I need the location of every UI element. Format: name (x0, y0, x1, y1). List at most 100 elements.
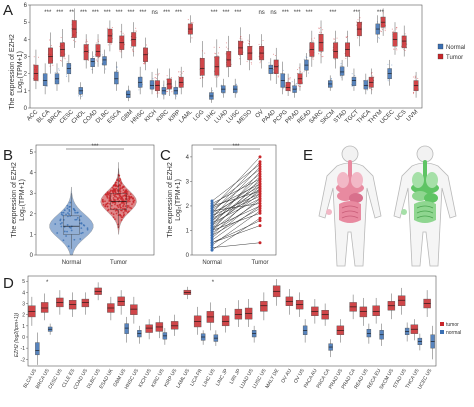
panel-c-tumor-point (258, 179, 262, 183)
panel-a-normal-DLBC-point (102, 54, 104, 56)
panel-a-tumor-PAAD-point (277, 75, 279, 77)
panel-b-point (119, 203, 122, 206)
panel-b-point (65, 213, 67, 216)
panel-a-tumor-LUSC-point (240, 36, 242, 38)
panel-b-point (124, 194, 126, 196)
panel-c-pair-line (211, 183, 261, 209)
panel-b-xtick-label: Normal (62, 260, 81, 266)
panel-a-tumor-KIRP-point (179, 74, 181, 76)
panel-a-tumor-SARC-point (320, 54, 322, 56)
panel-a-normal-UCEC-point (391, 64, 393, 66)
panel-a-normal-READ-point (303, 71, 305, 73)
panel-a-tumor-GBM-point (132, 48, 134, 50)
panel-a-tumor-LIHC-point (213, 46, 215, 48)
panel-c-pair-line (211, 205, 261, 229)
panel-b-point (117, 206, 120, 209)
panel-c-tumor-point (258, 155, 262, 159)
legend-d-tumor-swatch (440, 322, 444, 326)
panel-a-tumor-LUSC-point (241, 38, 243, 40)
panel-a-normal-KIRP-point (175, 95, 177, 97)
panel-a-tumor-COAD-point (97, 39, 99, 41)
panel-a-tumor-READ-point (311, 38, 313, 40)
panel-a-tumor-COAD-point (95, 42, 97, 44)
panel-a-normal-UCEC-point (387, 80, 389, 82)
panel-d-tumor-BRCA US-box (40, 302, 49, 313)
panel-b-point (128, 200, 131, 203)
panel-c-tumor-point (258, 175, 262, 179)
panel-b-point (112, 184, 115, 187)
panel-a-normal-THCA-point (366, 89, 368, 91)
panel-a-tumor-READ-point (311, 57, 313, 59)
panel-b-point (81, 231, 84, 234)
panel-b-point (122, 189, 125, 192)
panel-b-point (119, 195, 122, 198)
panel-b-point (132, 201, 135, 204)
panel-a-tumor-KIRC-point (166, 75, 168, 77)
panel-a-normal-LUSC-point (235, 83, 237, 85)
panel-d-ytick-label: 3 (22, 302, 25, 308)
panel-a-normal-COAD-point (93, 56, 95, 58)
panel-a-tumor-TGCT-point (359, 17, 361, 19)
panel-d-tumor-READ US-box (359, 306, 368, 318)
panel-a-tumor-UVM-point (414, 75, 416, 77)
panel-a-tumor-ESCA-point (122, 32, 124, 34)
panel-b-point (61, 221, 63, 224)
panel-b-point (54, 223, 57, 225)
panel-c-normal-point (210, 226, 214, 230)
panel-a-sig: *** (56, 10, 64, 16)
panel-b-point (74, 209, 76, 212)
panel-b-point (106, 205, 109, 208)
panel-a-normal-ESCA-box (114, 71, 119, 85)
panel-a-tumor-PCPG-box (285, 82, 291, 92)
panel-a-tumor-SARC-point (320, 32, 322, 34)
panel-a-tumor-ESCA-point (123, 34, 125, 36)
panel-c-ytick-label: 4 (186, 155, 190, 161)
panel-b-ytick-label: 4 (30, 171, 34, 177)
panel-d-ytick-label: 4 (22, 290, 25, 296)
panel-c-normal-point (210, 241, 214, 245)
panel-c-ylabel-2: Log₂(TPM+1) (175, 179, 182, 221)
panel-a-tumor-KIRP-point (177, 71, 179, 73)
panel-a-tumor-BRCA-point (60, 59, 62, 61)
panel-a-tumor-BRCA-point (60, 36, 62, 38)
panel-b-point (56, 232, 59, 234)
panel-b-point (111, 201, 114, 204)
panel-a-tumor-CESC-point (72, 39, 74, 41)
panel-b-point (122, 215, 125, 217)
panel-a-tumor-THYM-point (384, 28, 386, 30)
panel-d-ytick-label: 2 (22, 313, 25, 319)
panel-b-point (126, 204, 129, 207)
panel-a-tumor-KICH-point (158, 73, 160, 75)
panel-a-tumor-MESO-point (247, 39, 249, 41)
panel-b-point (129, 193, 132, 195)
panel-a-tumor-LIHC-point (217, 76, 219, 78)
panel-a-tumor-SARC-point (321, 56, 323, 58)
panel-b-point (122, 207, 124, 210)
panel-a-tumor-CHOL-box (83, 44, 89, 61)
panel-a-tumor-LUSC-point (239, 58, 241, 60)
panel-a-tumor-THCA-point (372, 75, 374, 77)
panel-b-point (114, 218, 116, 221)
panel-b-ytick-label: 1 (30, 232, 34, 238)
panel-a-normal-GBM-point (128, 89, 130, 91)
panel-a-tumor-CESC-point (75, 41, 77, 43)
panel-b-point (119, 205, 122, 208)
panel-a-sig: *** (116, 10, 124, 16)
panel-a-tumor-ACC-point (33, 64, 35, 66)
panel-a-normal-TGCT-point (354, 74, 356, 76)
panel-b-point (121, 199, 124, 202)
panel-a-tumor-ACC-point (33, 56, 35, 58)
panel-c-tumor-point (258, 182, 262, 186)
panel-a-tumor-SKCM-point (333, 41, 335, 43)
panel-c-pair-line (211, 242, 261, 248)
panel-a-tumor-COAD-point (97, 40, 99, 42)
panel-b-point (122, 211, 125, 214)
panel-c-normal-point (210, 214, 214, 218)
panel-a-sig: *** (175, 10, 183, 16)
panel-b-point (69, 201, 72, 204)
panel-c-normal-point (210, 199, 214, 203)
panel-b-point (109, 189, 112, 192)
panel-a-normal-HNSC-point (138, 89, 140, 91)
panel-d-normal-READ US-box (366, 328, 372, 338)
panel-a-tumor-PRAD-point (299, 86, 301, 88)
